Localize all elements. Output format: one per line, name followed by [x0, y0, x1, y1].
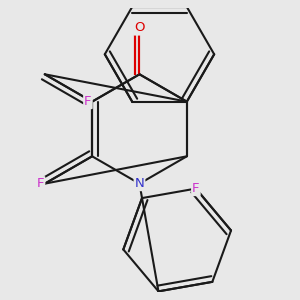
Text: O: O: [134, 21, 145, 34]
Text: N: N: [135, 177, 144, 190]
Text: F: F: [192, 182, 200, 195]
Text: F: F: [37, 177, 44, 190]
Text: F: F: [84, 95, 92, 108]
Text: O: O: [134, 21, 145, 34]
